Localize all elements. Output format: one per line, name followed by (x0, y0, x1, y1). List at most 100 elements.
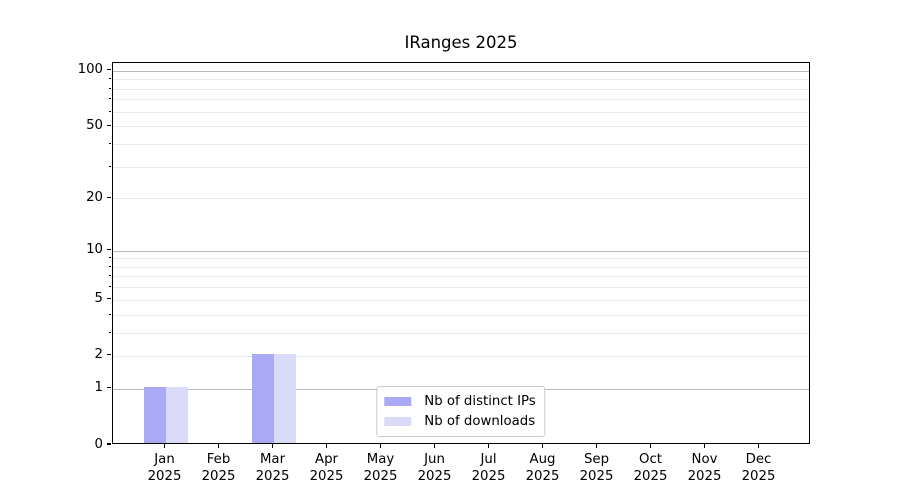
y-tick-mark (107, 196, 111, 198)
y-minor-tick-mark (108, 87, 111, 89)
y-minor-tick-mark (108, 98, 111, 100)
x-tick-mark (649, 444, 652, 448)
minor-gridline (113, 126, 809, 128)
legend-entry: Nb of downloads (384, 411, 535, 431)
x-tick-month: Dec (745, 452, 772, 467)
x-tick-year: 2025 (363, 469, 398, 484)
legend-label: Nb of downloads (424, 413, 536, 429)
x-tick-mark (271, 444, 274, 448)
x-tick-year: 2025 (255, 469, 290, 484)
legend-swatch (384, 396, 412, 406)
x-tick-label: Aug 2025 (515, 451, 571, 485)
y-tick-mark (107, 387, 111, 389)
x-tick-mark (541, 444, 544, 448)
legend-label: Nb of distinct IPs (424, 393, 536, 409)
x-tick-label: Oct 2025 (623, 451, 679, 485)
x-tick-month: Aug (529, 452, 556, 467)
minor-gridline (113, 198, 809, 200)
x-tick-mark (217, 444, 220, 448)
x-tick-label: Apr 2025 (299, 451, 355, 485)
minor-gridline (113, 287, 809, 289)
x-tick-month: Mar (259, 452, 286, 467)
minor-gridline (113, 332, 809, 334)
x-tick-year: 2025 (309, 469, 344, 484)
x-tick-label: Nov 2025 (677, 451, 733, 485)
legend-swatch (384, 416, 412, 426)
x-tick-month: Oct (639, 452, 662, 467)
y-tick-label: 5 (94, 291, 103, 307)
minor-gridline (113, 166, 809, 168)
x-tick-mark (487, 444, 490, 448)
bar-jan-downloads (165, 386, 188, 443)
x-tick-mark (163, 444, 166, 448)
x-tick-label: Jan 2025 (137, 451, 193, 485)
x-tick-label: Feb 2025 (191, 451, 247, 485)
y-minor-tick-mark (108, 78, 111, 80)
x-tick-label: Jun 2025 (407, 451, 463, 485)
y-minor-tick-mark (108, 265, 111, 267)
y-tick-label: 10 (86, 242, 103, 257)
x-tick-month: Jun (424, 452, 445, 467)
y-minor-tick-mark (108, 257, 111, 259)
legend-entry: Nb of distinct IPs (384, 391, 536, 411)
minor-gridline (113, 111, 809, 113)
x-tick-mark (433, 444, 436, 448)
y-minor-tick-mark (108, 331, 111, 333)
x-tick-month: Jan (154, 452, 175, 467)
x-tick-year: 2025 (633, 469, 668, 484)
major-gridline (113, 70, 809, 72)
x-tick-year: 2025 (147, 469, 182, 484)
minor-gridline (113, 79, 809, 81)
y-tick-label: 20 (86, 189, 103, 205)
bar-mar-downloads (273, 353, 296, 443)
x-tick-mark (703, 444, 706, 448)
minor-gridline (113, 314, 809, 316)
x-tick-label: May 2025 (353, 451, 409, 485)
minor-gridline (113, 88, 809, 90)
x-tick-label: Dec 2025 (731, 451, 787, 485)
x-tick-label: Mar 2025 (245, 451, 301, 485)
y-minor-tick-mark (108, 313, 111, 315)
x-tick-month: Feb (206, 452, 231, 467)
minor-gridline (113, 99, 809, 101)
x-tick-month: Jul (480, 452, 497, 467)
x-tick-mark (325, 444, 328, 448)
x-tick-month: Sep (583, 452, 610, 467)
major-gridline (113, 250, 809, 252)
minor-gridline (113, 276, 809, 278)
minor-gridline (113, 299, 809, 301)
plot-area: Nb of distinct IPs Nb of downloads (112, 62, 810, 444)
x-tick-month: Nov (691, 452, 718, 467)
y-tick-mark (107, 443, 111, 445)
x-tick-label: Jul 2025 (461, 451, 517, 485)
x-tick-year: 2025 (687, 469, 722, 484)
x-tick-year: 2025 (741, 469, 776, 484)
x-tick-year: 2025 (471, 469, 506, 484)
legend: Nb of distinct IPs Nb of downloads (376, 386, 546, 437)
x-tick-year: 2025 (417, 469, 452, 484)
bar-mar-ips (251, 353, 274, 443)
x-tick-year: 2025 (201, 469, 236, 484)
y-tick-label: 100 (77, 62, 103, 78)
x-tick-year: 2025 (579, 469, 614, 484)
bar-jan-ips (143, 386, 166, 443)
y-tick-mark (107, 354, 111, 356)
y-tick-mark (107, 298, 111, 300)
minor-gridline (113, 143, 809, 145)
y-tick-label: 1 (94, 380, 103, 396)
y-tick-label: 0 (94, 436, 103, 452)
y-minor-tick-mark (108, 142, 111, 144)
y-minor-tick-mark (108, 165, 111, 167)
chart-title: IRanges 2025 (404, 33, 518, 52)
y-tick-mark (107, 248, 111, 251)
x-tick-label: Sep 2025 (569, 451, 625, 485)
x-tick-year: 2025 (525, 469, 560, 484)
x-tick-mark (757, 444, 760, 448)
y-minor-tick-mark (108, 110, 111, 112)
x-tick-month: Apr (314, 452, 338, 467)
y-tick-mark (107, 124, 111, 126)
y-tick-label: 2 (94, 347, 103, 363)
minor-gridline (113, 258, 809, 260)
x-tick-mark (379, 444, 382, 448)
minor-gridline (113, 355, 809, 357)
